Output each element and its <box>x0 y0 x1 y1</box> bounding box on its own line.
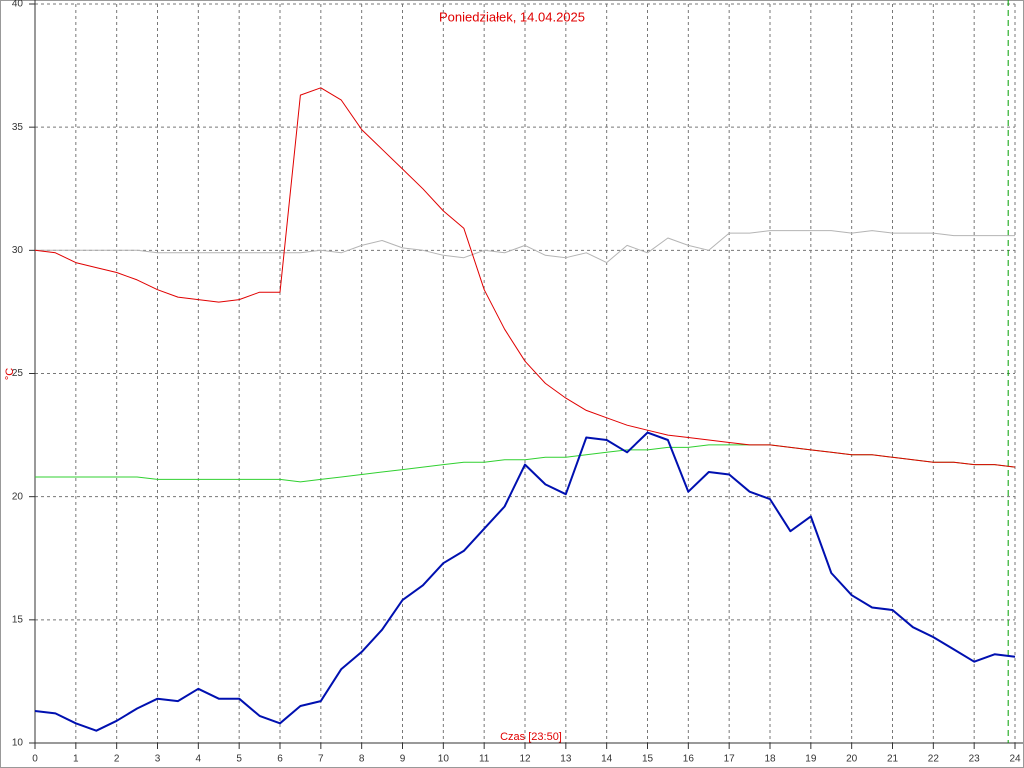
x-tick-label: 4 <box>196 754 202 765</box>
x-tick-label: 12 <box>519 754 531 765</box>
x-tick-label: 18 <box>764 754 776 765</box>
y-tick-label: 30 <box>12 245 24 256</box>
x-tick-label: 9 <box>400 754 406 765</box>
series-line <box>35 230 1015 264</box>
x-tick-label: 22 <box>928 754 940 765</box>
x-tick-label: 14 <box>601 754 613 765</box>
x-tick-label: 2 <box>114 754 120 765</box>
chart-title: Poniedziałek, 14.04.2025 <box>439 9 585 24</box>
x-tick-label: 19 <box>805 754 817 765</box>
x-tick-label: 3 <box>155 754 161 765</box>
y-tick-label: 15 <box>12 614 24 625</box>
y-tick-label: 40 <box>12 0 24 10</box>
x-tick-label: 5 <box>236 754 242 765</box>
y-tick-label: 10 <box>12 738 24 749</box>
x-tick-label: 16 <box>683 754 695 765</box>
x-tick-label: 6 <box>277 754 283 765</box>
y-tick-label: 20 <box>12 491 24 502</box>
x-tick-label: 20 <box>846 754 858 765</box>
x-tick-label: 24 <box>1009 754 1021 765</box>
x-tick-label: 21 <box>887 754 899 765</box>
x-tick-label: 8 <box>359 754 365 765</box>
y-tick-label: 35 <box>12 122 24 133</box>
x-tick-label: 23 <box>969 754 981 765</box>
x-axis-label: Czas [23:50] <box>500 731 562 743</box>
x-tick-label: 11 <box>479 754 490 765</box>
x-tick-label: 10 <box>438 754 450 765</box>
series-line <box>34 87 1016 468</box>
x-tick-label: 0 <box>32 754 38 765</box>
y-tick-label: 25 <box>12 368 24 379</box>
x-tick-label: 15 <box>642 754 654 765</box>
x-tick-label: 13 <box>560 754 572 765</box>
x-tick-label: 17 <box>724 754 736 765</box>
series-line <box>34 431 1016 732</box>
x-tick-label: 7 <box>318 754 324 765</box>
y-axis-label: °C <box>4 368 16 380</box>
x-tick-label: 1 <box>73 754 79 765</box>
